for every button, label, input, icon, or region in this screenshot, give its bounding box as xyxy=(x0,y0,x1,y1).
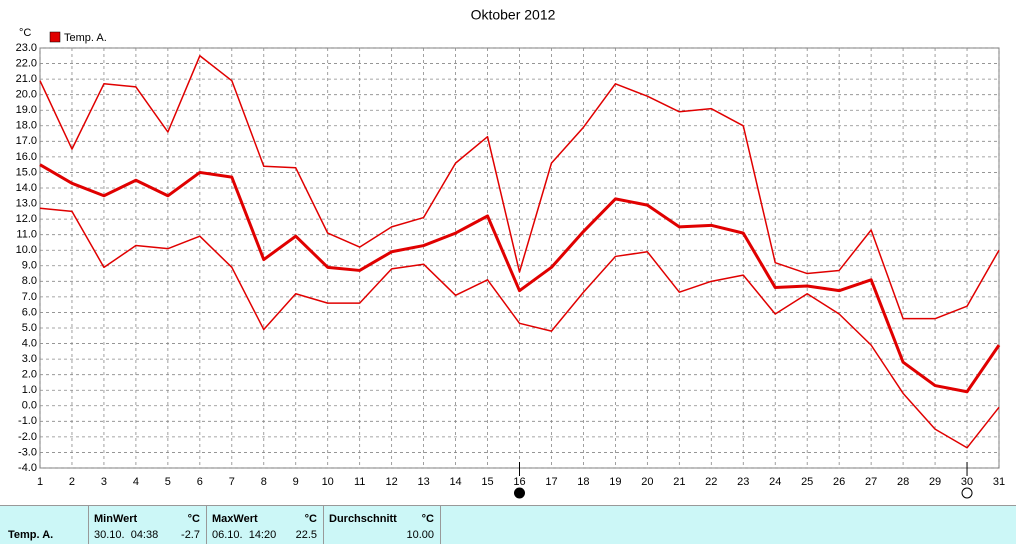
y-tick-label: 15.0 xyxy=(16,166,37,178)
chart: Oktober 2012 °C Temp. A. -4.0 -3.0 -2.0 -1.… xyxy=(16,7,1005,499)
cell-value: -2.7 xyxy=(181,529,200,541)
table-cell: MaxWert °C 06.10. 14:20 22.5 xyxy=(207,506,324,544)
y-tick-label: 18.0 xyxy=(16,120,37,132)
x-tick-label: 22 xyxy=(705,476,717,488)
x-tick-label: 5 xyxy=(165,476,171,488)
y-tick-label: 0.0 xyxy=(22,400,37,412)
x-tick-label: 25 xyxy=(801,476,813,488)
legend-swatch xyxy=(49,31,61,43)
chart-title: Oktober 2012 xyxy=(471,7,556,23)
x-tick-label: 6 xyxy=(197,476,203,488)
x-tick-label: 31 xyxy=(993,476,1005,488)
row-label: Temp. A. xyxy=(8,529,54,541)
y-tick-label: 20.0 xyxy=(16,89,37,101)
y-tick-label: -2.0 xyxy=(18,431,37,443)
legend-label: Temp. A. xyxy=(64,32,107,44)
y-tick-label: 12.0 xyxy=(16,213,37,225)
x-tick-label: 16 xyxy=(513,476,525,488)
summary-table: Temp. A. MinWert °C 30.10. 04:38 -2.7 Ma… xyxy=(0,505,1016,544)
y-tick-label: 21.0 xyxy=(16,73,37,85)
x-tick-label: 11 xyxy=(354,476,365,488)
x-tick-label: 30 xyxy=(961,476,973,488)
series-line xyxy=(39,163,1001,394)
col-header: MaxWert xyxy=(212,513,258,525)
x-tick-label: 28 xyxy=(897,476,909,488)
x-tick-label: 1 xyxy=(37,476,43,488)
col-unit: °C xyxy=(304,513,317,525)
y-tick-label: -4.0 xyxy=(18,462,37,474)
y-tick-label: 3.0 xyxy=(22,353,37,365)
y-tick-label: 10.0 xyxy=(16,244,37,256)
col-header: MinWert xyxy=(94,513,138,525)
moon-marker xyxy=(514,487,525,499)
x-tick-label: 24 xyxy=(769,476,781,488)
x-tick-label: 13 xyxy=(417,476,429,488)
y-tick-label: 13.0 xyxy=(16,197,37,209)
table-cell: Temp. A. xyxy=(0,506,89,544)
x-tick-label: 26 xyxy=(833,476,845,488)
y-tick-label: -3.0 xyxy=(18,446,37,458)
x-tick-label: 17 xyxy=(545,476,557,488)
x-tick-label: 29 xyxy=(929,476,941,488)
y-tick-label: 1.0 xyxy=(22,384,37,396)
y-tick-label: 17.0 xyxy=(16,135,37,147)
y-tick-label: 9.0 xyxy=(22,260,37,272)
cell-time: 30.10. 04:38 xyxy=(94,529,159,541)
x-tick-label: 7 xyxy=(229,476,235,488)
y-tick-label: 4.0 xyxy=(22,337,37,349)
cell-value: 22.5 xyxy=(295,529,317,541)
series-line xyxy=(39,207,1000,449)
y-tick-label: -1.0 xyxy=(18,415,37,427)
y-unit: °C xyxy=(19,27,31,39)
x-tick-label: 8 xyxy=(261,476,267,488)
y-tick-label: 8.0 xyxy=(22,275,37,287)
x-tick-label: 21 xyxy=(673,476,685,488)
x-tick-label: 4 xyxy=(133,476,139,488)
y-tick-label: 16.0 xyxy=(16,151,37,163)
col-unit: °C xyxy=(421,513,434,525)
x-tick-label: 20 xyxy=(641,476,653,488)
moon-marker xyxy=(961,487,973,499)
x-tick-label: 23 xyxy=(737,476,749,488)
x-tick-label: 19 xyxy=(609,476,621,488)
x-tick-label: 12 xyxy=(386,476,398,488)
table-cell: MinWert °C 30.10. 04:38 -2.7 xyxy=(89,506,207,544)
y-tick-label: 2.0 xyxy=(22,369,37,381)
y-tick-label: 6.0 xyxy=(22,306,37,318)
y-tick-label: 19.0 xyxy=(16,104,37,116)
y-tick-label: 7.0 xyxy=(22,291,37,303)
series-line xyxy=(39,55,1000,320)
col-header: Durchschnitt xyxy=(329,513,397,525)
x-tick-label: 15 xyxy=(481,476,493,488)
y-tick-label: 22.0 xyxy=(16,57,37,69)
table-cell: Durchschnitt °C 10.00 xyxy=(324,506,441,544)
y-tick-label: 14.0 xyxy=(16,182,37,194)
y-tick-label: 11.0 xyxy=(16,229,37,241)
x-tick-label: 14 xyxy=(449,476,461,488)
x-tick-label: 10 xyxy=(322,476,334,488)
x-tick-label: 3 xyxy=(101,476,107,488)
cell-time: 06.10. 14:20 xyxy=(212,529,277,541)
cell-value: 10.00 xyxy=(406,529,434,541)
y-tick-label: 23.0 xyxy=(16,42,37,54)
x-tick-label: 2 xyxy=(69,476,75,488)
y-tick-label: 5.0 xyxy=(22,322,37,334)
x-tick-label: 27 xyxy=(865,476,877,488)
col-unit: °C xyxy=(187,513,200,525)
x-tick-label: 9 xyxy=(293,476,299,488)
x-tick-label: 18 xyxy=(577,476,589,488)
